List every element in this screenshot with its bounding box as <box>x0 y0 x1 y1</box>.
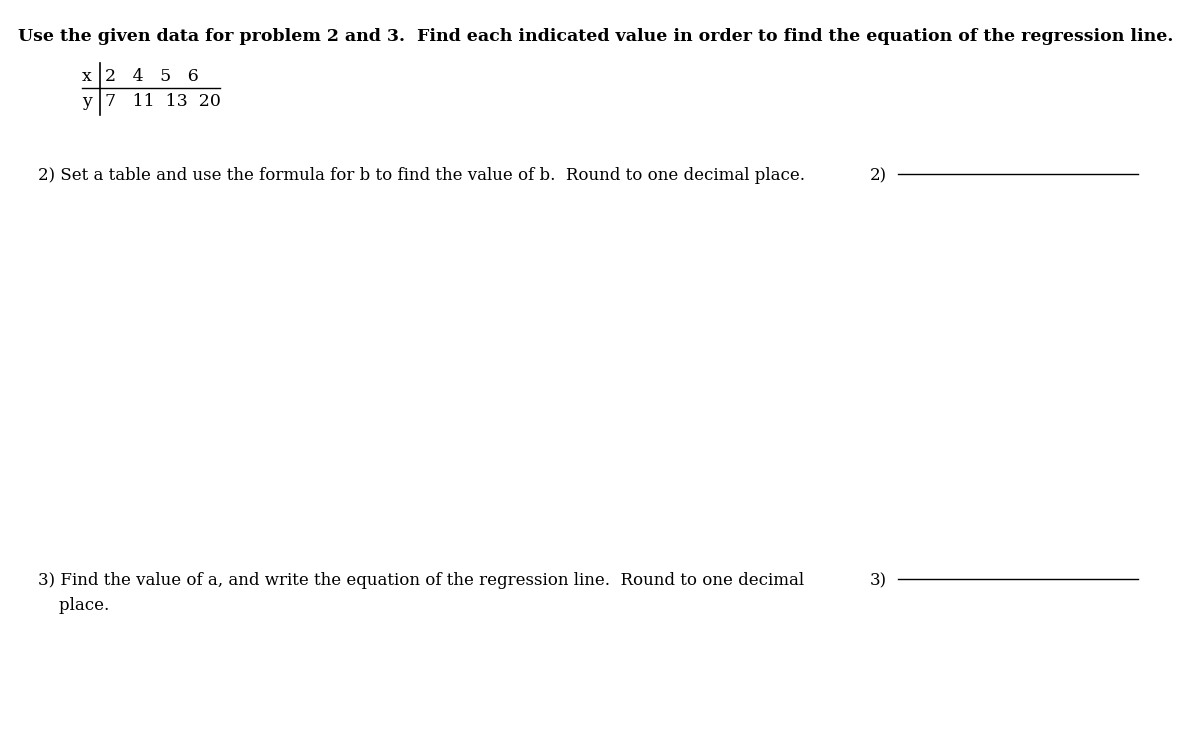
Text: 7   11  13  20: 7 11 13 20 <box>106 93 221 110</box>
Text: y: y <box>82 93 92 110</box>
Text: x: x <box>82 68 91 85</box>
Text: Use the given data for problem 2 and 3.  Find each indicated value in order to f: Use the given data for problem 2 and 3. … <box>18 28 1174 45</box>
Text: place.: place. <box>38 597 109 614</box>
Text: 2): 2) <box>870 167 887 184</box>
Text: 3): 3) <box>870 572 887 589</box>
Text: 3) Find the value of a, and write the equation of the regression line.  Round to: 3) Find the value of a, and write the eq… <box>38 572 804 589</box>
Text: 2) Set a table and use the formula for b to find the value of b.  Round to one d: 2) Set a table and use the formula for b… <box>38 167 805 184</box>
Text: 2   4   5   6: 2 4 5 6 <box>106 68 199 85</box>
